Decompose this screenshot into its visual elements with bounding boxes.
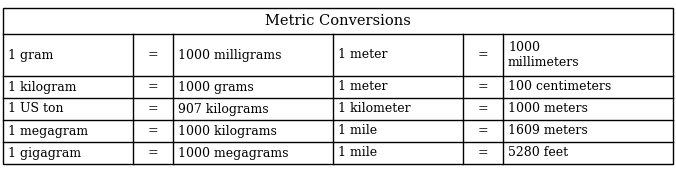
Text: =: = bbox=[478, 80, 488, 94]
Text: 1 kilometer: 1 kilometer bbox=[338, 103, 410, 116]
Text: =: = bbox=[478, 147, 488, 159]
Text: 907 kilograms: 907 kilograms bbox=[178, 103, 268, 116]
Text: 1 kilogram: 1 kilogram bbox=[8, 80, 76, 94]
Text: 1000 megagrams: 1000 megagrams bbox=[178, 147, 289, 159]
Text: 1 meter: 1 meter bbox=[338, 49, 387, 62]
Text: 1 megagram: 1 megagram bbox=[8, 125, 88, 137]
Text: 1000 milligrams: 1000 milligrams bbox=[178, 49, 281, 62]
Text: 1000 grams: 1000 grams bbox=[178, 80, 254, 94]
Text: Metric Conversions: Metric Conversions bbox=[265, 14, 411, 28]
Text: =: = bbox=[147, 49, 158, 62]
Text: =: = bbox=[147, 125, 158, 137]
Text: =: = bbox=[478, 125, 488, 137]
Text: 1609 meters: 1609 meters bbox=[508, 125, 587, 137]
Text: 1 mile: 1 mile bbox=[338, 147, 377, 159]
Text: 100 centimeters: 100 centimeters bbox=[508, 80, 611, 94]
Text: 1000 kilograms: 1000 kilograms bbox=[178, 125, 277, 137]
Text: 5280 feet: 5280 feet bbox=[508, 147, 568, 159]
Text: =: = bbox=[478, 103, 488, 116]
Text: =: = bbox=[147, 80, 158, 94]
Text: 1 meter: 1 meter bbox=[338, 80, 387, 94]
Text: 1 mile: 1 mile bbox=[338, 125, 377, 137]
Text: 1 gigagram: 1 gigagram bbox=[8, 147, 81, 159]
Text: =: = bbox=[147, 147, 158, 159]
Text: =: = bbox=[478, 49, 488, 62]
Text: =: = bbox=[147, 103, 158, 116]
Text: 1 US ton: 1 US ton bbox=[8, 103, 64, 116]
Text: 1000
millimeters: 1000 millimeters bbox=[508, 41, 579, 69]
Text: 1000 meters: 1000 meters bbox=[508, 103, 588, 116]
Text: 1 gram: 1 gram bbox=[8, 49, 53, 62]
